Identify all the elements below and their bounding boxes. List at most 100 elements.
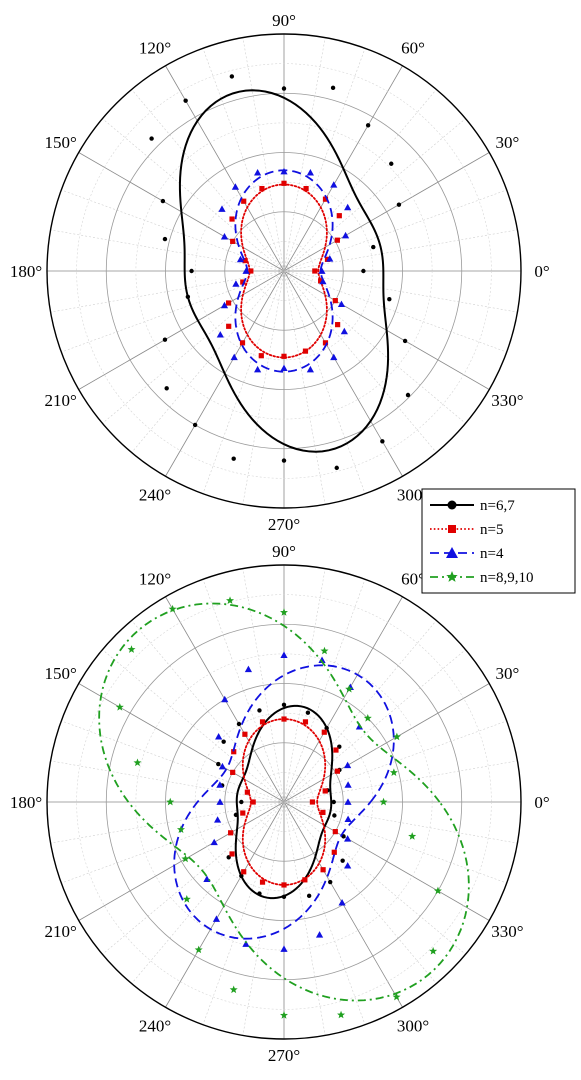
legend-marker-shape	[446, 571, 458, 582]
series-1-point-7	[259, 185, 265, 192]
series-0-point-2	[396, 202, 402, 207]
series-2-point-7	[254, 168, 262, 176]
radial-gridline	[102, 118, 285, 272]
radial-gridline	[283, 37, 326, 272]
series-3-point-22	[433, 886, 442, 895]
legend-entry: n=8,9,10	[430, 570, 533, 586]
series-1-point-19	[302, 348, 309, 354]
series-2-point-10	[218, 762, 227, 770]
legend-marker	[447, 500, 457, 510]
series-3-point-11	[133, 758, 142, 767]
series-line	[98, 602, 470, 1002]
radial-gridline	[202, 801, 285, 1025]
series-0-point-3	[389, 161, 394, 166]
legend-marker	[446, 571, 458, 582]
series-1-point-1	[322, 788, 328, 794]
radial-gridline	[242, 270, 285, 505]
radial-gridline	[283, 801, 518, 844]
series-0-point-19	[334, 465, 339, 471]
radial-gridline	[131, 620, 285, 803]
series-2-point-12	[242, 267, 250, 274]
legend-marker	[448, 525, 456, 533]
radial-gridline	[242, 37, 285, 272]
series-2-point-3	[344, 203, 352, 211]
series-2-point-9	[215, 733, 223, 740]
radial-ring	[165, 152, 403, 390]
radial-gridline	[283, 229, 518, 272]
series-1-point-18	[281, 882, 287, 888]
series-3-point-4	[345, 684, 354, 693]
angle-tick-label: 300°	[397, 1016, 429, 1035]
radial-gridline	[283, 270, 366, 494]
series-1-point-10	[230, 238, 236, 244]
series-0-point-13	[185, 294, 191, 299]
radial-ring	[224, 742, 344, 862]
series-1-point-6	[281, 716, 287, 722]
radial-gridline	[131, 801, 285, 984]
series-1-point-15	[229, 851, 235, 857]
angle-tick-label: 180°	[10, 793, 42, 812]
series-1-point-20	[322, 340, 329, 346]
radial-gridline	[61, 720, 285, 803]
series-0-point-13	[233, 812, 239, 818]
series-3-point-7	[226, 596, 235, 604]
series-2-point-10	[220, 233, 229, 240]
series-0-point-5	[330, 85, 336, 91]
angle-tick-label: 150°	[44, 133, 76, 152]
series-1-point-9	[231, 749, 237, 755]
legend-marker-shape	[446, 547, 458, 558]
series-1-point-17	[259, 879, 266, 885]
angle-tick-label: 120°	[139, 39, 171, 58]
series-1-point-16	[239, 340, 246, 346]
series-1-point-2	[334, 768, 340, 774]
series-0-point-17	[231, 456, 236, 461]
series-3-point-3	[363, 714, 372, 722]
angle-tick-label: 0°	[534, 262, 549, 281]
series-2-point-11	[236, 255, 245, 263]
angle-tick-label: 240°	[139, 485, 171, 504]
series-n=6,7	[149, 74, 411, 471]
angle-tick-label: 270°	[268, 1046, 300, 1065]
series-3-point-20	[392, 992, 401, 1001]
legend-label: n=8,9,10	[480, 570, 533, 586]
series-1-point-2	[334, 237, 340, 243]
series-1-point-8	[242, 731, 248, 737]
series-2-point-20	[330, 353, 338, 361]
series-0-point-0	[361, 268, 366, 274]
legend-label: n=5	[480, 522, 503, 538]
radial-ring	[105, 92, 463, 450]
series-2-point-17	[254, 365, 262, 373]
series-2-point-8	[231, 183, 240, 190]
series-1-point-3	[336, 213, 342, 219]
series-0-point-19	[306, 893, 312, 899]
radial-gridline	[283, 579, 366, 803]
legend-marker	[446, 547, 458, 558]
radial-gridline	[61, 801, 285, 884]
series-2-point-6	[280, 651, 288, 658]
series-0-point-12	[239, 799, 244, 805]
angle-tick-label: 300°	[397, 485, 429, 504]
radial-ring	[224, 211, 344, 331]
legend: n=6,7 n=5 n=4 n=8,9,10	[421, 488, 576, 594]
series-3-point-10	[115, 703, 124, 711]
series-1-point-0	[309, 799, 316, 805]
radial-ring	[105, 623, 463, 981]
series-2-point-21	[344, 862, 352, 869]
radial-gridline	[283, 270, 507, 353]
legend-marker-shape	[448, 525, 456, 533]
series-1-point-16	[241, 869, 247, 875]
series-2-point-4	[330, 181, 338, 188]
radial-gridline	[202, 270, 285, 494]
series-1-point-12	[248, 268, 254, 274]
series-3-point-2	[392, 732, 401, 741]
radial-gridline	[102, 270, 285, 424]
series-0-point-4	[365, 123, 371, 128]
series-1-point-19	[302, 877, 308, 883]
radial-gridline	[283, 801, 326, 1036]
series-2-point-21	[340, 327, 348, 335]
series-0-point-8	[183, 98, 188, 103]
series-3-point-1	[389, 768, 398, 776]
radial-minor-ring	[135, 122, 433, 420]
legend-entry: n=4	[430, 546, 504, 562]
